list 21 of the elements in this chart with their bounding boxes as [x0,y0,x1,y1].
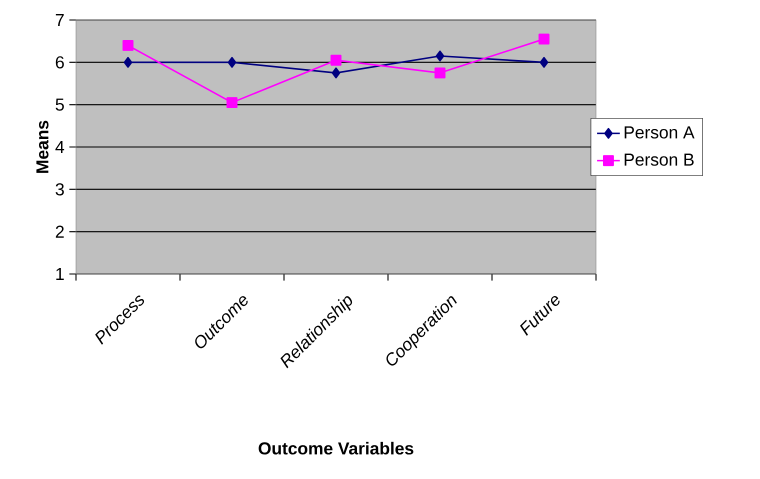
point [434,67,446,78]
point [436,50,444,62]
point [228,56,236,68]
y-tick-label: 2 [56,226,64,238]
point [330,54,342,66]
point [540,56,548,68]
y-tick-label: 7 [56,14,64,26]
legend-label: Person B [624,154,694,166]
y-tick-label: 4 [55,141,64,153]
point [124,56,132,68]
point [332,67,340,78]
x-axis-title: Outcome Variables [258,442,414,455]
legend-label: Person A [624,126,695,139]
y-tick-label: 3 [56,183,64,196]
y-tick-label: 6 [56,56,64,68]
y-tick-label: 1 [56,268,64,280]
point [226,97,238,108]
point [538,34,550,45]
point [122,40,134,51]
y-axis-title: Means [36,120,48,173]
y-tick-label: 5 [56,98,64,111]
